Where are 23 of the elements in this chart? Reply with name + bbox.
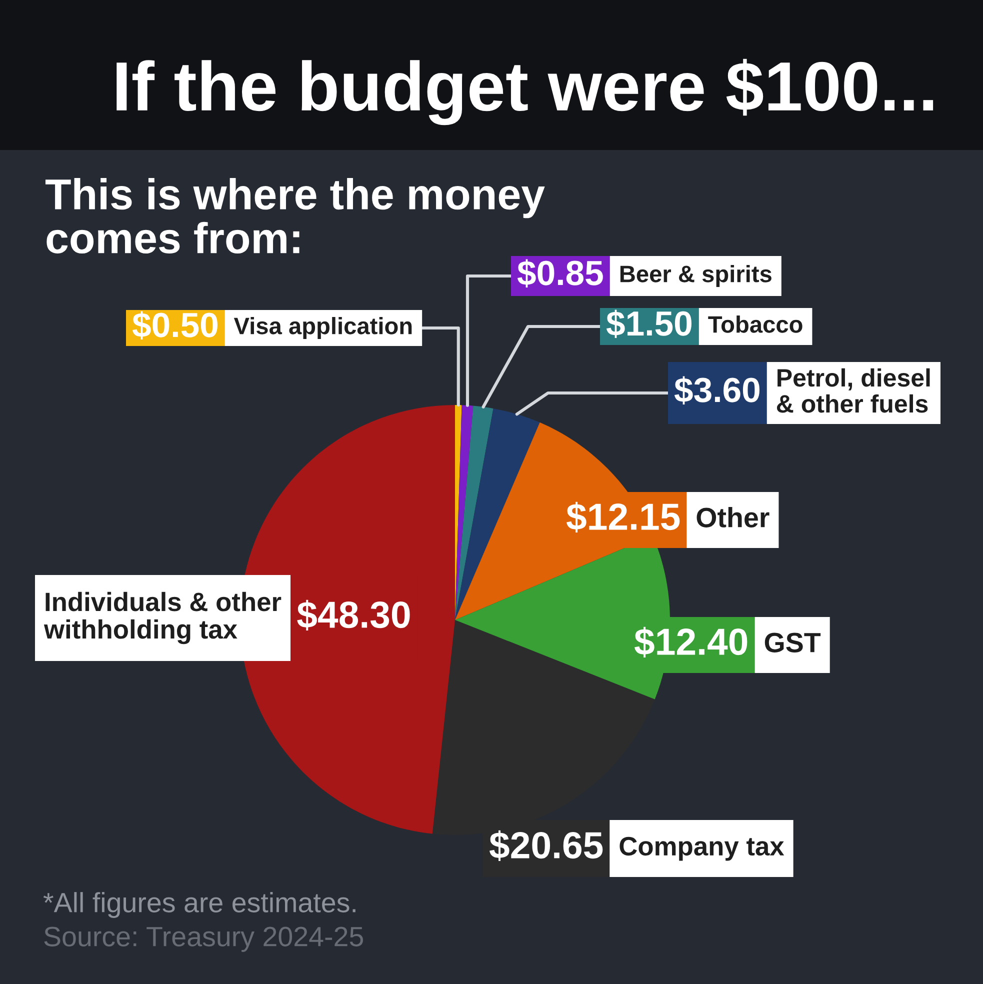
legend-label: Company tax [620,836,784,861]
legend-label: Visa application [234,316,412,340]
legend-label: GST [764,632,821,652]
data-label: $20.65 [489,830,603,861]
legend-label: Beer & spirits [620,264,772,288]
data-label: $0.50 [132,311,218,340]
text: *All figures are estimates. [43,892,356,918]
data-label: $12.15 [566,502,680,532]
chart-subtitle: This is where the money comes from: [45,178,545,254]
slice-label: Petrol, diesel & other fuels [776,368,930,413]
data-label: $12.40 [634,626,748,658]
data-label: $1.50 [606,310,692,338]
pie-slice [455,408,540,620]
pie-slice [455,406,494,620]
data-label: $3.60 [674,376,760,405]
data-label: $0.85 [517,259,603,288]
legend-label: Other [696,507,770,528]
data-label: $48.30 [297,600,410,630]
source-note: Source: Treasury 2024-25 [44,926,364,952]
chart-title: If the budget were $100... [116,58,934,126]
slice-label: Individuals & other withholding tax [44,592,282,644]
pie-slice [455,405,474,620]
legend-label: Tobacco [708,315,802,333]
